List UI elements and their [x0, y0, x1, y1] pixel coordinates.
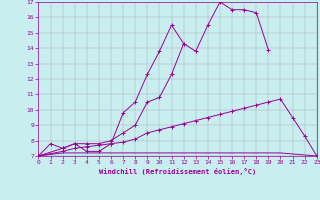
- X-axis label: Windchill (Refroidissement éolien,°C): Windchill (Refroidissement éolien,°C): [99, 168, 256, 175]
